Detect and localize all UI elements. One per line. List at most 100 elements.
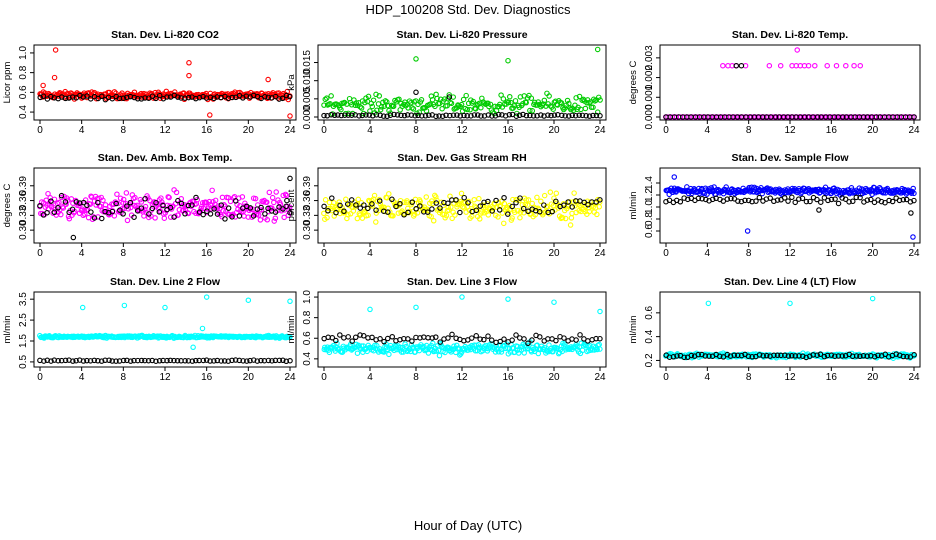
data-point bbox=[561, 335, 567, 341]
data-point bbox=[457, 209, 463, 216]
data-point bbox=[559, 112, 565, 119]
data-point bbox=[264, 199, 270, 205]
x-tick-label: 4 bbox=[367, 248, 373, 259]
data-point bbox=[501, 195, 507, 201]
data-point bbox=[265, 205, 271, 212]
y-axis-label: kPa bbox=[286, 74, 297, 91]
panel-title: Stan. Dev. Line 4 (LT) Flow bbox=[724, 276, 857, 288]
data-point bbox=[467, 107, 473, 113]
data-point bbox=[182, 211, 188, 217]
data-point bbox=[229, 94, 235, 101]
y-tick-label: 0.6 bbox=[644, 224, 655, 238]
data-point bbox=[287, 209, 293, 216]
data-point bbox=[818, 199, 824, 205]
outlier-point bbox=[777, 62, 784, 69]
data-point bbox=[488, 341, 494, 347]
outlier-point bbox=[833, 62, 840, 69]
data-point bbox=[850, 198, 856, 205]
y-tick-label: 0.36 bbox=[302, 190, 313, 210]
data-point bbox=[409, 199, 416, 205]
data-point bbox=[404, 112, 411, 118]
data-point bbox=[525, 197, 532, 203]
data-point bbox=[817, 351, 824, 357]
data-point bbox=[508, 99, 514, 106]
data-point bbox=[546, 93, 552, 99]
series-2 bbox=[663, 62, 917, 120]
x-tick-label: 24 bbox=[284, 372, 296, 383]
outlier-point bbox=[203, 294, 210, 300]
panel-6: Stan. Dev. Sample Flow ml/min 0 4 8 12 16 20 24 0… bbox=[628, 152, 921, 259]
x-tick-label: 16 bbox=[826, 248, 838, 259]
data-point bbox=[681, 354, 687, 361]
data-point bbox=[835, 200, 842, 207]
data-point bbox=[433, 200, 440, 206]
data-point bbox=[55, 205, 61, 211]
data-point bbox=[509, 337, 515, 343]
data-point bbox=[203, 199, 210, 206]
data-point bbox=[203, 357, 210, 363]
data-point bbox=[236, 357, 243, 364]
x-tick-label: 16 bbox=[201, 372, 213, 383]
panel-4: Stan. Dev. Amb. Box Temp. degrees C 0 4 8 12 1… bbox=[2, 152, 297, 259]
data-point bbox=[80, 199, 87, 206]
data-point bbox=[576, 112, 582, 118]
data-point bbox=[48, 198, 54, 204]
data-point bbox=[41, 358, 47, 364]
data-point bbox=[56, 199, 62, 206]
data-point bbox=[903, 196, 910, 203]
data-point bbox=[182, 95, 188, 101]
data-point bbox=[507, 93, 513, 100]
data-point bbox=[95, 357, 101, 364]
data-point bbox=[511, 103, 518, 109]
data-point bbox=[670, 354, 677, 360]
data-point bbox=[338, 112, 345, 119]
data-point bbox=[515, 350, 522, 356]
outlier-point bbox=[287, 175, 293, 182]
outlier-point bbox=[812, 62, 818, 69]
data-point bbox=[40, 93, 47, 99]
data-point bbox=[87, 201, 94, 207]
data-point bbox=[771, 352, 777, 358]
panel-title: Stan. Dev. Li-820 Temp. bbox=[732, 29, 848, 41]
data-point bbox=[864, 353, 870, 359]
data-point bbox=[524, 202, 531, 208]
data-point bbox=[192, 357, 199, 364]
data-point bbox=[401, 112, 408, 119]
data-point bbox=[534, 194, 540, 201]
data-point bbox=[485, 100, 491, 107]
data-point bbox=[512, 98, 519, 104]
x-tick-label: 12 bbox=[159, 372, 171, 383]
data-point bbox=[416, 109, 422, 115]
data-point bbox=[153, 199, 159, 206]
data-point bbox=[366, 112, 373, 118]
data-point bbox=[886, 197, 892, 204]
data-point bbox=[724, 196, 731, 202]
data-point bbox=[48, 93, 54, 100]
outlier-point bbox=[851, 62, 857, 69]
outlier-point bbox=[287, 113, 293, 119]
data-point bbox=[440, 202, 447, 209]
data-point bbox=[449, 331, 455, 338]
outlier-point bbox=[594, 46, 601, 53]
outlier-point bbox=[843, 62, 849, 69]
panel-7: Stan. Dev. Line 2 Flow ml/min 0 4 8 12 16 20 24 0… bbox=[2, 276, 297, 383]
data-point bbox=[832, 353, 838, 359]
data-point bbox=[756, 194, 763, 201]
x-tick-label: 12 bbox=[784, 248, 796, 259]
data-point bbox=[404, 198, 410, 204]
figure-title: HDP_100208 Std. Dev. Diagnostics bbox=[365, 2, 571, 17]
x-tick-label: 8 bbox=[413, 248, 419, 259]
data-point bbox=[516, 112, 523, 118]
data-point bbox=[562, 105, 568, 111]
data-point bbox=[138, 96, 145, 102]
outlier-point bbox=[597, 308, 603, 315]
data-point bbox=[538, 198, 544, 205]
outlier-point bbox=[910, 234, 916, 240]
series-1 bbox=[321, 294, 603, 359]
data-point bbox=[814, 196, 820, 203]
x-tick-label: 4 bbox=[79, 248, 85, 259]
data-point bbox=[381, 103, 388, 109]
data-point bbox=[439, 105, 445, 112]
data-point bbox=[207, 211, 214, 217]
data-point bbox=[287, 93, 293, 100]
